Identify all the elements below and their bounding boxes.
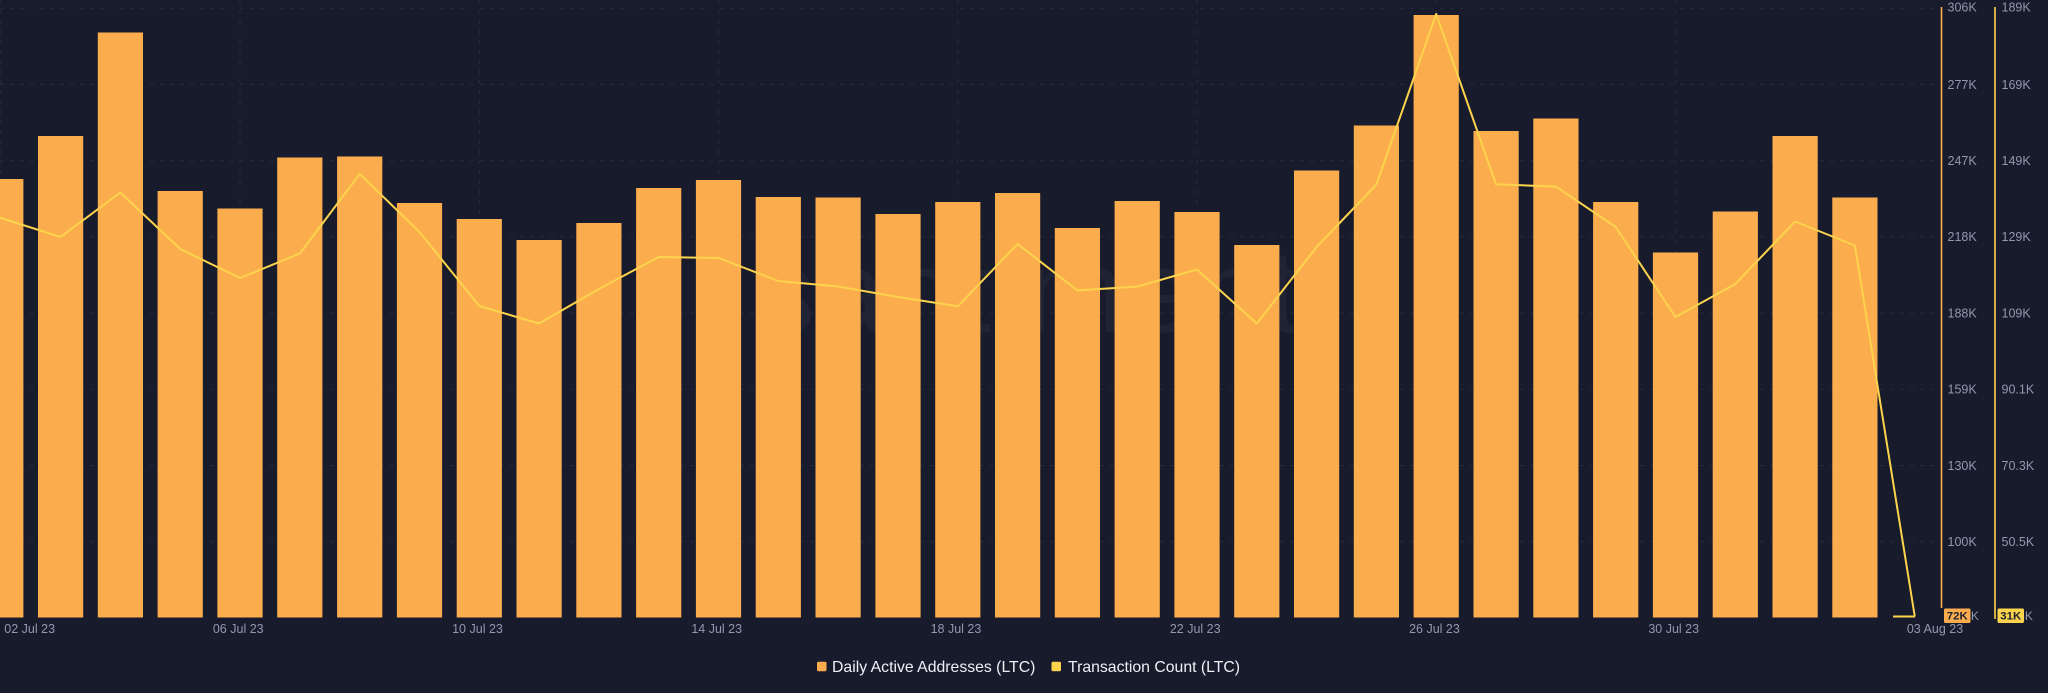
svg-text:100K: 100K: [1948, 535, 1978, 549]
svg-text:218K: 218K: [1948, 230, 1978, 244]
svg-text:18 Jul 23: 18 Jul 23: [931, 622, 982, 636]
svg-text:70.3K: 70.3K: [2002, 459, 2035, 473]
svg-text:90.1K: 90.1K: [2002, 383, 2035, 397]
svg-text:188K: 188K: [1948, 306, 1978, 320]
svg-text:109K: 109K: [2002, 306, 2032, 320]
svg-text:30 Jul 23: 30 Jul 23: [1648, 622, 1699, 636]
svg-text:129K: 129K: [2002, 230, 2032, 244]
svg-text:277K: 277K: [1948, 78, 1978, 92]
svg-text:72K: 72K: [1947, 611, 1969, 623]
svg-text:Transaction Count (LTC): Transaction Count (LTC): [1068, 659, 1240, 676]
svg-text:306K: 306K: [1948, 0, 1978, 14]
svg-text:247K: 247K: [1948, 154, 1978, 168]
svg-text:159K: 159K: [1948, 383, 1978, 397]
svg-text:10 Jul 23: 10 Jul 23: [452, 622, 503, 636]
svg-text:189K: 189K: [2002, 0, 2032, 14]
svg-text:02 Jul 23: 02 Jul 23: [4, 622, 55, 636]
svg-text:Daily Active Addresses (LTC): Daily Active Addresses (LTC): [832, 659, 1035, 676]
svg-text:22 Jul 23: 22 Jul 23: [1170, 622, 1221, 636]
svg-text:26 Jul 23: 26 Jul 23: [1409, 622, 1460, 636]
svg-text:06 Jul 23: 06 Jul 23: [213, 622, 264, 636]
svg-text:50.5K: 50.5K: [2002, 535, 2035, 549]
svg-text:169K: 169K: [2002, 78, 2032, 92]
svg-text:130K: 130K: [1948, 459, 1978, 473]
svg-text:31K: 31K: [2000, 611, 2022, 623]
svg-text:149K: 149K: [2002, 154, 2032, 168]
svg-text:14 Jul 23: 14 Jul 23: [691, 622, 742, 636]
svg-text:03 Aug 23: 03 Aug 23: [1907, 622, 1963, 636]
